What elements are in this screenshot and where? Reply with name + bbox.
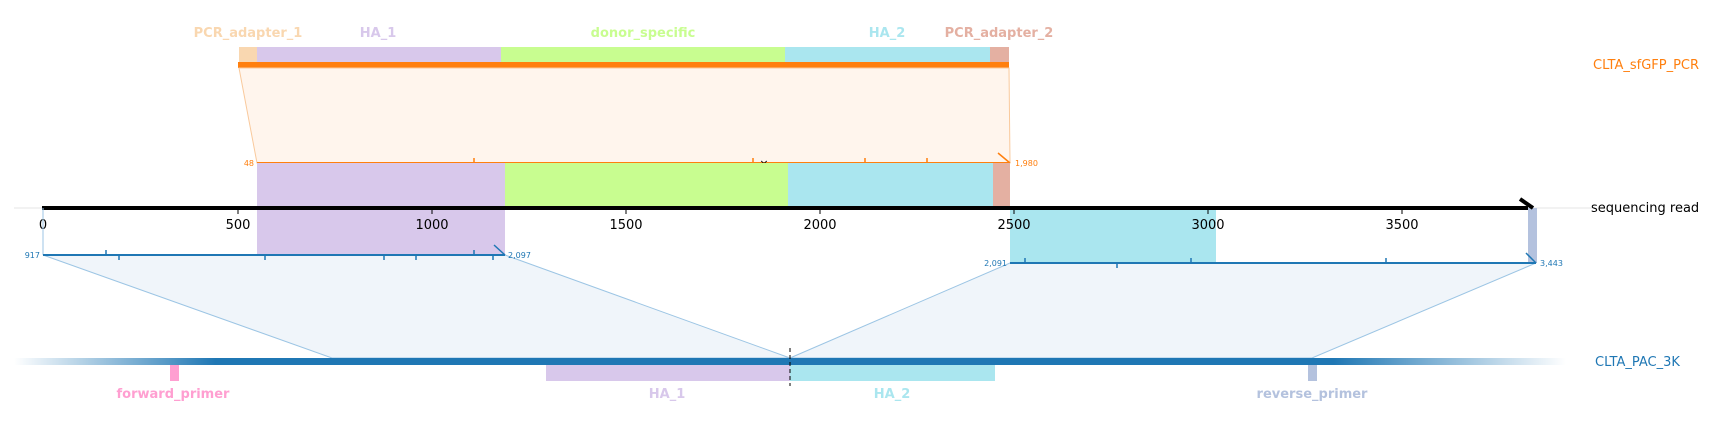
top-feature-label-donor-specific: donor_specific [591, 26, 696, 41]
bottom-feature-forward-primer-box [170, 365, 179, 381]
read-feature-ha-2-from-bottom [1010, 208, 1216, 263]
read-arrow [1518, 197, 1535, 210]
top-alignment-end-coord: 1,980 [1015, 159, 1038, 168]
top-feature-label-ha-2: HA_2 [869, 26, 906, 41]
read-axis-tick-label: 3500 [1385, 218, 1418, 233]
top-track: PCR_adapter_1 HA_1 donor_specific HA_2 P… [194, 26, 1699, 208]
top-alignment-connector [238, 67, 1011, 164]
top-feature-ha-1-box [257, 47, 501, 63]
bottom-track: 917 2,097 2,091 3,443 forward_primer HA_… [14, 208, 1680, 402]
bottom-alignment-2-start-coord: 2,091 [984, 259, 1007, 268]
read-axis-tick-label: 2000 [803, 218, 836, 233]
top-feature-donor-specific-box [501, 47, 785, 63]
bottom-feature-ha-1-box [546, 365, 790, 381]
bottom-alignment-2-arrow [1525, 252, 1537, 264]
read-feature-reverse-primer-from-bottom [1528, 208, 1537, 263]
read-feature-ha-1-from-bottom [257, 208, 505, 255]
top-feature-label-ha-1: HA_1 [360, 26, 397, 41]
read-axis-tick-label: 1500 [609, 218, 642, 233]
read-feature-ha-1-from-top [257, 163, 505, 208]
top-track-label: CLTA_sfGFP_PCR [1593, 58, 1699, 73]
read-feature-donor-specific-from-top [505, 163, 788, 208]
bottom-feature-label-ha-2: HA_2 [874, 387, 911, 402]
read-axis-tick-label: 1000 [415, 218, 448, 233]
bottom-feature-reverse-primer-box [1308, 365, 1317, 381]
top-feature-pcr-adapter-2-box [990, 47, 1009, 63]
bottom-alignment-1-connector [42, 254, 791, 359]
bottom-feature-label-reverse-primer: reverse_primer [1257, 387, 1369, 402]
bottom-feature-label-ha-1: HA_1 [649, 387, 686, 402]
top-feature-pcr-adapter-1-box [239, 47, 257, 63]
read-track-label: sequencing read [1591, 201, 1699, 216]
bottom-alignment-1-end-coord: 2,097 [508, 251, 531, 260]
bottom-track-label: CLTA_PAC_3K [1595, 355, 1680, 370]
top-feature-label-pcr-adapter-1: PCR_adapter_1 [194, 26, 303, 41]
bottom-feature-ha-2-box [790, 365, 995, 381]
bottom-reference-bar [14, 358, 1566, 365]
top-reference-bar [238, 62, 1009, 68]
bottom-alignment-1-arrow [493, 244, 506, 256]
bottom-alignment-1-start-coord: 917 [25, 251, 40, 260]
bottom-alignment-2-end-coord: 3,443 [1540, 259, 1563, 268]
read-axis-tick-label: 2500 [997, 218, 1030, 233]
read-feature-pcr-adapter-2-from-top [993, 163, 1010, 208]
bottom-alignment-2-ticks [1024, 258, 1387, 268]
read-axis-tick-label: 500 [226, 218, 251, 233]
top-feature-label-pcr-adapter-2: PCR_adapter_2 [945, 26, 1054, 41]
read-axis-tick-label: 3000 [1191, 218, 1224, 233]
bottom-feature-label-forward-primer: forward_primer [117, 387, 231, 402]
top-alignment-start-coord: 48 [244, 159, 254, 168]
bottom-alignment-2-connector [789, 262, 1537, 359]
top-feature-ha-2-box [785, 47, 990, 63]
bottom-alignment-1-ticks [105, 250, 494, 260]
read-track: 0 500 1000 1500 2000 2500 3000 3500 sequ… [14, 197, 1699, 263]
read-feature-ha-2-from-top [788, 163, 993, 208]
top-alignment-arrow [997, 152, 1011, 164]
